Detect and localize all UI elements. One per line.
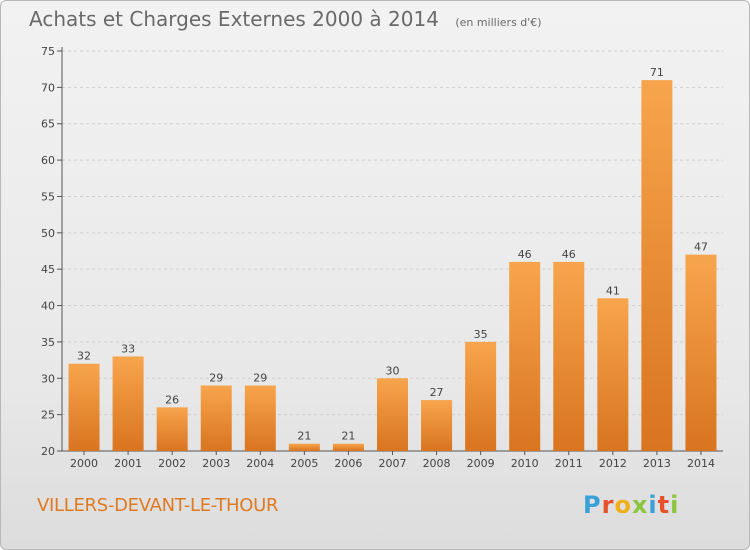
logo-letter: i: [648, 491, 658, 519]
labels: 20 25 30 35 40 45 50 55 60 65 70 75 32 2000 33 2001 26 20…: [41, 45, 715, 470]
proxiti-logo[interactable]: Proxiti: [583, 491, 679, 519]
x-tick-label: 2005: [290, 457, 318, 470]
bar-2003[interactable]: [200, 385, 232, 451]
logo-letter: o: [614, 491, 632, 519]
bar-2005[interactable]: [288, 443, 320, 451]
x-tick-label: 2000: [70, 457, 98, 470]
y-tick-label: 40: [41, 300, 55, 313]
logo-letter: x: [631, 491, 649, 519]
logo-letter: r: [601, 491, 615, 519]
value-label: 30: [386, 364, 400, 377]
x-tick-label: 2010: [511, 457, 539, 470]
value-label: 47: [694, 241, 708, 254]
bar-2001[interactable]: [112, 356, 144, 451]
value-label: 29: [253, 372, 267, 385]
logo-letter: t: [657, 491, 671, 519]
y-tick-label: 70: [41, 81, 55, 94]
commune-name: VILLERS-DEVANT-LE-THOUR: [37, 495, 279, 516]
bar-2012[interactable]: [597, 298, 629, 451]
y-tick-label: 20: [41, 445, 55, 458]
logo-letter: i: [670, 491, 680, 519]
y-tick-label: 65: [41, 118, 55, 131]
y-tick-label: 25: [41, 409, 55, 422]
chart-title-text: Achats et Charges Externes 2000 à 2014: [29, 7, 439, 31]
x-tick-label: 2004: [246, 457, 274, 470]
y-tick-label: 55: [41, 190, 55, 203]
y-tick-label: 30: [41, 372, 55, 385]
x-tick-label: 2013: [643, 457, 671, 470]
x-tick-label: 2009: [467, 457, 495, 470]
bar-2010[interactable]: [509, 261, 541, 451]
bar-2014[interactable]: [685, 254, 717, 451]
x-tick-label: 2006: [334, 457, 362, 470]
value-label: 41: [606, 284, 620, 297]
value-label: 33: [121, 342, 135, 355]
bar-2006[interactable]: [332, 443, 364, 451]
bar-2004[interactable]: [244, 385, 276, 451]
bars: [68, 80, 717, 451]
value-label: 35: [474, 328, 488, 341]
x-tick-label: 2002: [158, 457, 186, 470]
x-tick-label: 2003: [202, 457, 230, 470]
bar-2008[interactable]: [421, 400, 453, 451]
value-label: 21: [297, 430, 311, 443]
value-label: 71: [650, 66, 664, 79]
value-label: 46: [518, 248, 532, 261]
bar-2009[interactable]: [465, 341, 497, 451]
x-tick-label: 2014: [687, 457, 715, 470]
x-tick-label: 2011: [555, 457, 583, 470]
value-label: 26: [165, 393, 179, 406]
value-label: 32: [77, 350, 91, 363]
bar-2000[interactable]: [68, 363, 100, 451]
bar-2007[interactable]: [377, 378, 408, 451]
x-tick-label: 2007: [379, 457, 407, 470]
y-tick-label: 35: [41, 336, 55, 349]
y-tick-label: 50: [41, 227, 55, 240]
bar-2011[interactable]: [553, 261, 585, 451]
y-tick-label: 45: [41, 263, 55, 276]
bar-2013[interactable]: [641, 80, 673, 451]
value-label: 46: [562, 248, 576, 261]
value-label: 27: [430, 386, 444, 399]
y-tick-label: 60: [41, 154, 55, 167]
logo-letter: P: [583, 491, 602, 519]
x-tick-label: 2012: [599, 457, 627, 470]
y-tick-label: 75: [41, 45, 55, 58]
chart-subtitle: (en milliers d'€): [455, 16, 542, 29]
value-label: 21: [341, 430, 355, 443]
x-tick-label: 2008: [423, 457, 451, 470]
chart-title: Achats et Charges Externes 2000 à 2014 (…: [29, 7, 542, 31]
x-tick-label: 2001: [114, 457, 142, 470]
bar-2002[interactable]: [156, 407, 188, 451]
value-label: 29: [209, 372, 223, 385]
